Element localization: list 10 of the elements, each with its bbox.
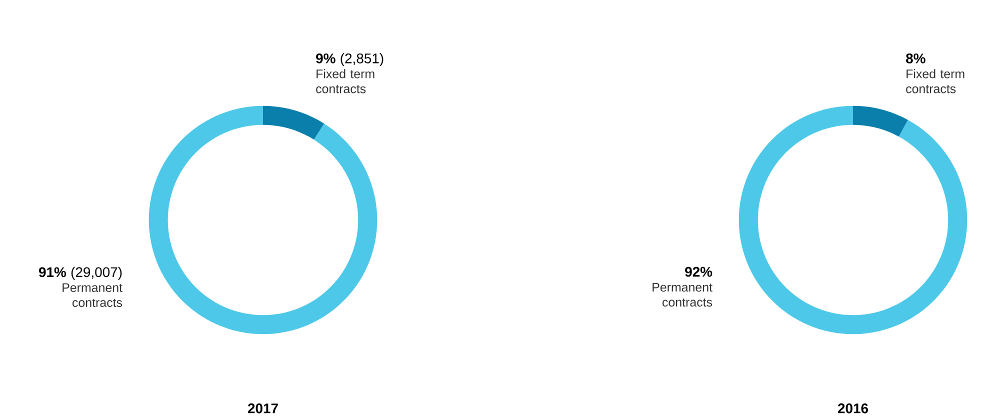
data-label: 91% (29,007) [38,266,122,280]
slice-label: Fixed term contracts [316,69,374,94]
slice-label: Permanent contracts [62,283,122,307]
text: 2016 [838,403,868,414]
data-label: 8% [906,53,926,64]
data-label: 9% (2,851) [316,53,384,66]
slice-label: Fixed term contracts [906,69,964,94]
data-label: 92% [685,266,712,277]
slice-label: Permanent contracts [652,282,712,307]
text: 2017 [248,403,278,414]
